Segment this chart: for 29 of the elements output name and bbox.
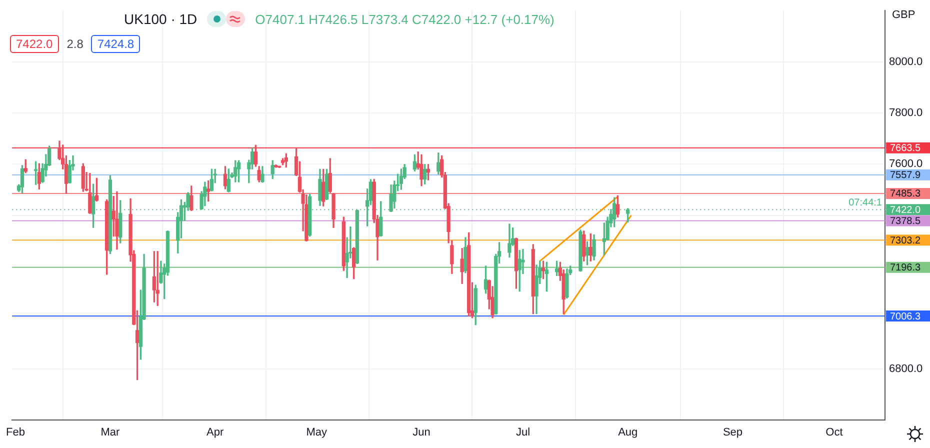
candlestick xyxy=(156,251,160,306)
ref-line-label: 7378.5 xyxy=(890,216,922,228)
y-tick-label: 8000.0 xyxy=(889,56,923,68)
ref-line-label: 7006.3 xyxy=(890,311,922,322)
annotation: 07:44:1 xyxy=(848,197,882,208)
x-tick-label: Jul xyxy=(516,426,530,439)
x-tick-label: May xyxy=(306,426,328,439)
annotation: 7424.8 xyxy=(91,35,140,53)
y-tick-label: 6800.0 xyxy=(889,362,923,375)
y-tick-label: 7600.0 xyxy=(889,158,923,170)
x-tick-label: Oct xyxy=(826,426,843,439)
text: GBP xyxy=(892,9,916,21)
x-tick-label: Jun xyxy=(412,426,430,439)
ref-line-label: 7303.2 xyxy=(890,235,922,246)
annotation: 7422.0 xyxy=(10,35,59,53)
x-tick-label: Feb xyxy=(6,426,25,439)
x-tick-label: Aug xyxy=(618,426,638,439)
x-tick-label: Mar xyxy=(100,426,120,439)
ref-line-label: 7485.3 xyxy=(890,188,922,200)
annotation: O7407.1 H7426.5 L7373.4 C7422.0 +12.7 (+0.17%) xyxy=(255,12,554,26)
y-tick-label: 7800.0 xyxy=(889,106,923,119)
ref-line-label: 7196.3 xyxy=(890,262,922,274)
chart-title: UK100 · 1D xyxy=(124,11,198,27)
annotation: 2.8 xyxy=(66,37,84,51)
x-tick-label: Apr xyxy=(206,426,224,439)
ref-line-label: 7557.9 xyxy=(890,170,922,182)
ref-line-label: 7422.0 xyxy=(890,204,922,216)
ref-line-label: 7663.5 xyxy=(890,143,922,154)
x-tick-label: Sep xyxy=(722,426,743,439)
